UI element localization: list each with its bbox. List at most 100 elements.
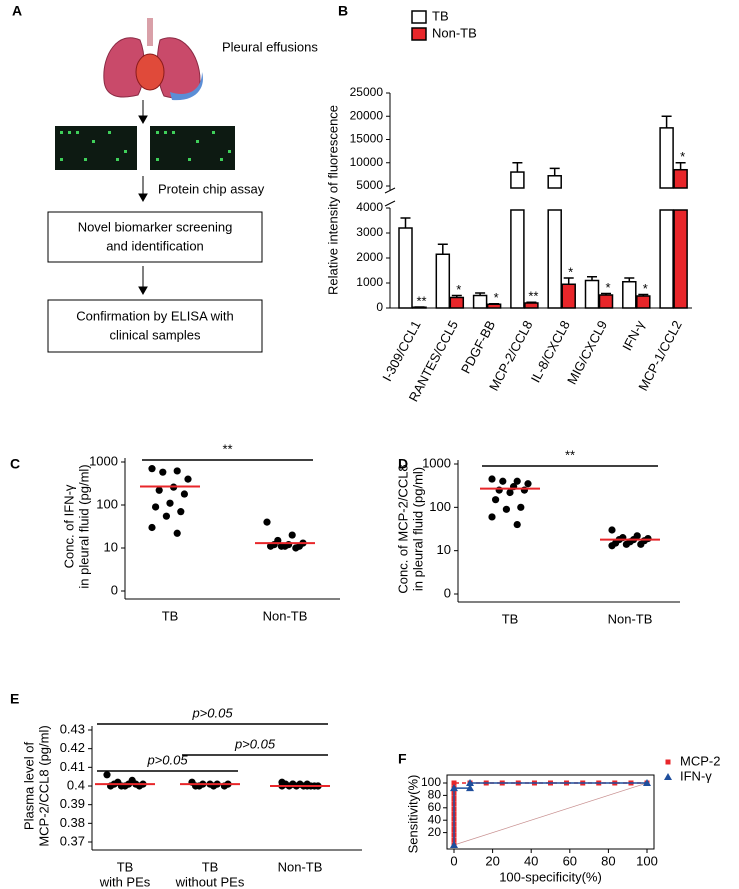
data-point [152, 503, 160, 511]
error-bar [400, 217, 411, 228]
error-bar [587, 276, 597, 281]
data-point [103, 771, 111, 779]
y-axis-label: Plasma level of [21, 742, 36, 831]
y-tick-label: 100 [429, 499, 451, 514]
panel-label: D [398, 456, 408, 472]
legend-marker [664, 773, 672, 780]
error-bar [437, 243, 448, 255]
lungs-illustration [103, 18, 203, 101]
bar [584, 279, 600, 309]
data-point [173, 529, 181, 537]
significance-label: * [680, 149, 685, 164]
significance-label: * [605, 280, 610, 295]
y-tick-label: 0.4 [67, 777, 85, 792]
legend-label: TB [432, 8, 449, 23]
y-tick-label: 1000 [356, 275, 383, 289]
legend-label: MCP-2 [680, 753, 720, 768]
y-axis-label: Relative intensity of fluorescence [325, 105, 340, 295]
box-text: and identification [106, 238, 204, 253]
data-point [495, 486, 503, 494]
y-tick-label: 0.39 [60, 796, 85, 811]
x-tick-label: 100 [636, 853, 658, 868]
data-point [499, 477, 507, 485]
data-point [488, 513, 496, 521]
data-point [513, 477, 521, 485]
y-tick-label: 0.37 [60, 833, 85, 848]
error-bar [601, 292, 611, 295]
x-tick-label: TB [117, 859, 134, 874]
error-bar [638, 293, 649, 296]
y-tick-label: 0.42 [60, 740, 85, 755]
y-tick-label: 4000 [356, 200, 383, 214]
x-tick-label: without PEs [175, 874, 245, 889]
box-text: Novel biomarker screening [78, 219, 233, 234]
y-tick-label: 0 [376, 300, 383, 314]
significance-label: * [643, 281, 648, 296]
bar [636, 295, 651, 309]
data-point [180, 490, 188, 498]
panel-label: C [10, 456, 20, 472]
panel-label: E [10, 691, 19, 707]
y-tick-label: 100 [421, 775, 441, 789]
data-point [506, 488, 514, 497]
data-point [162, 512, 170, 520]
axis-break [384, 200, 396, 207]
y-tick-label: 10 [437, 542, 451, 557]
x-tick-label: 20 [485, 853, 499, 868]
bar [524, 302, 539, 309]
x-tick-label: Non-TB [608, 611, 653, 626]
y-tick-label: 40 [428, 812, 442, 826]
significance-label: * [494, 290, 499, 305]
data-point [502, 505, 510, 513]
y-tick-label: 15000 [350, 132, 384, 146]
bar [659, 127, 674, 189]
y-tick-label: 0.38 [60, 815, 85, 830]
data-point [451, 780, 457, 786]
legend-swatch [411, 10, 427, 24]
bar [449, 296, 465, 309]
x-tick-label: IFN-γ [619, 318, 647, 354]
data-point [488, 475, 496, 483]
bar [622, 281, 637, 309]
x-tick-label: 0 [450, 853, 457, 868]
y-axis-label: in pleural fluid (pg/ml) [410, 467, 425, 591]
bar [673, 168, 688, 189]
data-point [608, 542, 616, 550]
error-bar [512, 162, 523, 173]
y-tick-label: 3000 [356, 225, 383, 239]
bar [398, 227, 413, 309]
bar [659, 209, 674, 309]
box-text: clinical samples [109, 327, 201, 342]
data-point [159, 468, 167, 476]
significance-label: * [568, 264, 573, 279]
x-tick-label: 80 [601, 853, 615, 868]
comparison-label: p>0.05 [234, 736, 276, 751]
box-text: Confirmation by ELISA with [76, 308, 234, 323]
data-point [148, 523, 156, 532]
x-tick-label: PDGF-BB [458, 318, 498, 376]
x-tick-label: TB [202, 859, 219, 874]
error-bar [489, 303, 500, 305]
significance-label: ** [416, 293, 426, 308]
error-bar [661, 115, 672, 128]
data-point [155, 486, 163, 494]
error-bar [526, 301, 537, 303]
caption: Pleural effusions [222, 39, 318, 54]
y-axis-label: Conc. of MCP-2/CCL8 [395, 464, 410, 593]
legend-swatch [411, 27, 427, 41]
legend-label: Non-TB [432, 25, 477, 40]
significance-label: ** [528, 289, 538, 304]
y-tick-label: 25000 [350, 85, 384, 99]
y-tick-label: 60 [428, 800, 442, 814]
bar [510, 171, 525, 189]
panel-label: B [338, 3, 348, 19]
error-bar [475, 292, 486, 296]
x-axis-label: 100-specificity(%) [499, 869, 602, 884]
data-point [466, 779, 475, 786]
error-bar [675, 162, 686, 170]
data-point [177, 508, 185, 516]
y-tick-label: 0.43 [60, 721, 85, 736]
data-point [637, 540, 645, 548]
data-point [292, 544, 300, 552]
y-tick-label: 5000 [356, 178, 383, 192]
